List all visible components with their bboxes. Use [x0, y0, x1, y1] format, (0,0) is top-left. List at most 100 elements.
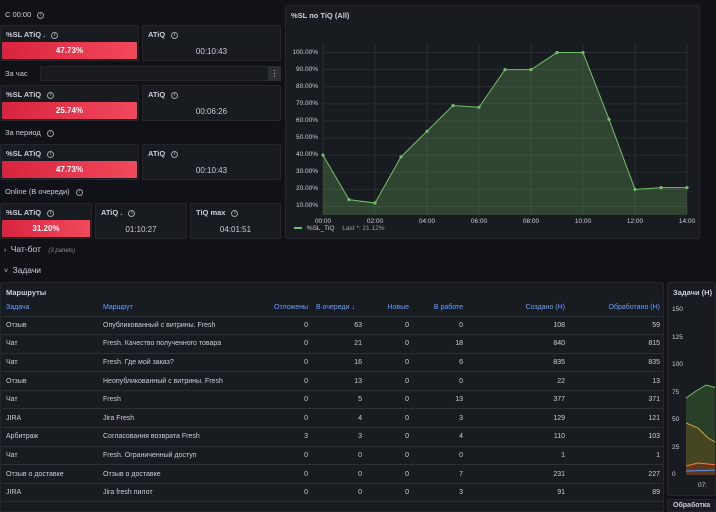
table-cell: 121: [569, 408, 663, 429]
info-icon[interactable]: i: [171, 150, 179, 158]
column-header[interactable]: Создано (H): [467, 299, 569, 317]
table-row[interactable]: JIRA Jira Fresh 0 4 0 3 129 121: [2, 408, 663, 429]
x-tick-label: 12:00: [626, 218, 644, 225]
info-icon[interactable]: i: [171, 91, 179, 99]
table-row[interactable]: Чат Fresh 0 5 0 13 377 371: [2, 390, 663, 410]
y-tick-label: 100.00%: [292, 48, 318, 56]
x-tick-label: 02:00: [366, 218, 384, 225]
collapsed-row-bar[interactable]: [40, 66, 280, 81]
row-chatbot[interactable]: › Чат-бот (3 panels): [4, 244, 76, 254]
info-icon[interactable]: i: [51, 31, 59, 39]
table-cell: 0: [259, 464, 312, 484]
side-panel-tasks-h[interactable]: Задачи (H) 150 125 100 75 50 25 0 07:: [667, 282, 716, 496]
stat-value: 04:01:51: [219, 225, 252, 234]
stat-panel-atiq-2[interactable]: ATiQ i 00:06:26: [142, 85, 281, 121]
stat-title: ATiQ i: [148, 30, 179, 39]
column-header[interactable]: В очереди ↓: [312, 299, 366, 317]
table-cell: 0: [366, 371, 413, 391]
legend-last-value: Last *: 21.12%: [342, 225, 385, 232]
x-tick-label: 06:00: [470, 218, 488, 225]
legend-series-name: %SL_TiQ: [306, 225, 335, 232]
info-icon[interactable]: i: [47, 150, 55, 158]
table-row[interactable]: Отзыв Опубликованный с витрины. Fresh 0 63 0…: [2, 316, 663, 336]
table-cell: Jira Fresh: [99, 408, 259, 429]
info-icon[interactable]: i: [128, 209, 136, 217]
side-panel-processing[interactable]: Обработка: [667, 499, 716, 512]
table-cell: 63: [312, 316, 366, 336]
table-row[interactable]: Отзыв Неопубликованный с витрины. Fresh 0 1…: [2, 371, 663, 391]
series-area: [323, 52, 687, 215]
stat-panel-sl-atiq-3[interactable]: %SL ATiQ i 47.73%: [0, 144, 139, 180]
table-row[interactable]: Чат Fresh. Где мой заказ? 0 16 0 6 835 835: [2, 353, 663, 373]
column-header[interactable]: В работе: [413, 299, 467, 317]
table-cell: 21: [312, 334, 366, 354]
stat-panel-sl-atiq-4[interactable]: %SL ATiQ i 31.20%: [0, 203, 92, 239]
table-cell: 4: [312, 408, 366, 429]
table-cell: 110: [467, 427, 569, 447]
data-point: [685, 186, 689, 190]
more-vertical-icon[interactable]: ⋮: [268, 66, 281, 81]
stat-title: TiQ max i: [196, 208, 239, 217]
table-row[interactable]: JIRA Jira fresh пилот 0 0 0 3 91 89: [2, 483, 663, 503]
table-cell: Чат: [2, 390, 99, 410]
table-cell: Fresh. Качество полученного товара: [99, 334, 259, 354]
stat-panel-atiq-4[interactable]: ATiQ .i 01:10:27: [95, 203, 187, 239]
stat-panel-sl-atiq-1[interactable]: %SL ATiQ .i 47.73%: [0, 25, 139, 61]
info-icon[interactable]: i: [171, 31, 179, 39]
chart-panel-sl-tiq[interactable]: %SL по TiQ (All) 100.00% 90.00% 80.00% 70.0…: [285, 5, 700, 239]
chevron-right-icon: ›: [4, 247, 7, 254]
column-header[interactable]: Маршрут: [99, 299, 259, 317]
column-header[interactable]: Отложены: [259, 299, 312, 317]
table-panel-routes[interactable]: Маршруты Задача Маршрут Отложены В очереди …: [0, 282, 664, 512]
data-point: [555, 50, 559, 55]
chevron-down-icon: ˅: [4, 268, 9, 275]
side-y-tick: 0: [672, 471, 676, 478]
stat-title: %SL ATiQ .i: [6, 30, 59, 39]
table-row[interactable]: Отзыв о доставке Отзыв о доставке 0 0 0 7 231 2…: [2, 464, 663, 484]
stat-panel-sl-atiq-2[interactable]: %SL ATiQ i 25.74%: [0, 85, 139, 121]
table-cell: 18: [413, 334, 467, 354]
data-point: [373, 201, 377, 205]
stat-panel-tiq-max[interactable]: TiQ max i 04:01:51: [190, 203, 281, 239]
stat-value: 00:10:43: [195, 166, 228, 175]
stat-title: %SL ATiQ i: [6, 208, 55, 217]
column-header[interactable]: Обработано (H): [569, 299, 663, 317]
table-cell: JIRA: [2, 408, 99, 429]
table-cell: 835: [569, 353, 663, 373]
info-icon[interactable]: i: [231, 209, 239, 217]
column-header[interactable]: Задача: [2, 299, 99, 317]
info-icon[interactable]: i: [75, 188, 83, 196]
data-point: [633, 187, 637, 191]
table-row[interactable]: Арбитраж Согласования возврата Fresh 3 3 0 4 1…: [2, 427, 663, 447]
table-cell: 3: [413, 483, 467, 503]
info-icon[interactable]: i: [46, 129, 54, 137]
row-tasks[interactable]: ˅ Задачи: [4, 265, 42, 275]
x-tick-label: 14:00: [678, 218, 696, 225]
chart-plot: [321, 44, 689, 215]
table-cell: 0: [312, 446, 366, 466]
stat-panel-atiq-3[interactable]: ATiQ i 00:10:43: [142, 144, 281, 180]
data-point: [581, 50, 585, 55]
stat-value-bar: 47.73%: [2, 42, 137, 59]
chart-legend[interactable]: %SL_TiQ Last *: 21.12%: [294, 225, 384, 232]
table-cell: Отзыв: [2, 371, 99, 391]
table-cell: 5: [312, 390, 366, 410]
table-cell: 0: [259, 316, 312, 336]
section-label-per-hour: За час: [5, 69, 28, 78]
column-header[interactable]: Новые: [366, 299, 413, 317]
info-icon[interactable]: i: [37, 11, 45, 19]
info-icon[interactable]: i: [47, 91, 55, 99]
table-cell: 0: [312, 483, 366, 503]
table-cell: 1: [467, 446, 569, 466]
data-point: [399, 155, 403, 159]
table-cell: 0: [259, 408, 312, 429]
table-row[interactable]: Чат Fresh. Ограниченный доступ 0 0 0 0 1 1: [2, 446, 663, 466]
table-cell: Fresh. Ограниченный доступ: [99, 446, 259, 466]
table-cell: JIRA: [2, 483, 99, 503]
side-y-tick: 50: [672, 416, 680, 423]
table-cell: 0: [259, 371, 312, 391]
side-panel-bottom-title: Обработка: [673, 502, 711, 509]
table-row[interactable]: Чат Fresh. Качество полученного товара 0 21…: [2, 334, 663, 354]
info-icon[interactable]: i: [47, 209, 55, 217]
stat-panel-atiq-1[interactable]: ATiQ i 00:10:43: [142, 25, 281, 61]
